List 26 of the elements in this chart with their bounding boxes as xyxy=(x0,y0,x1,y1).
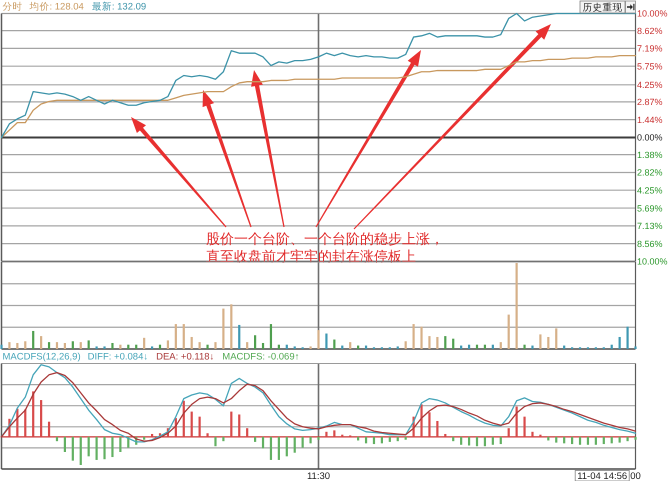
y-tick-label: 1.38% xyxy=(637,150,663,160)
y-tick-label: 7.19% xyxy=(637,44,663,54)
y-tick-label: 7.13% xyxy=(637,221,663,232)
text: DIFF: +0.084↓ xyxy=(88,352,148,362)
y-tick-label: 10.00% xyxy=(637,8,668,19)
text: DEA: +0.118↓ xyxy=(156,352,214,362)
x-tick-label: 11:30 xyxy=(306,471,330,481)
text: MACDFS: -0.069↑ xyxy=(222,352,300,362)
text: 11-04 14:56 xyxy=(577,471,628,481)
y-tick-label: 5.69% xyxy=(637,203,663,214)
text: 最新: 132.09 xyxy=(92,0,146,12)
y-tick-label: 10.00% xyxy=(637,256,668,267)
y-tick-label: 4.25% xyxy=(637,80,663,90)
y-tick-label: 8.56% xyxy=(637,238,663,249)
y-tick-label: 5.75% xyxy=(637,61,663,72)
y-tick-label: 8.62% xyxy=(637,26,663,36)
y-tick-label: 2.82% xyxy=(637,168,663,178)
y-tick-label: 0.00% xyxy=(637,132,663,143)
x-tick-label: 00 xyxy=(630,471,641,481)
chart-title: MACDFS(12,26,9) xyxy=(2,352,81,362)
y-tick-label: 4.25% xyxy=(637,185,663,196)
chart-title: 分时 xyxy=(2,0,22,12)
annotation: 历史重现 xyxy=(582,2,622,14)
y-tick-label: 2.87% xyxy=(637,97,663,108)
text: 均价: 128.04 xyxy=(28,0,84,12)
y-tick-label: 1.44% xyxy=(637,114,663,125)
